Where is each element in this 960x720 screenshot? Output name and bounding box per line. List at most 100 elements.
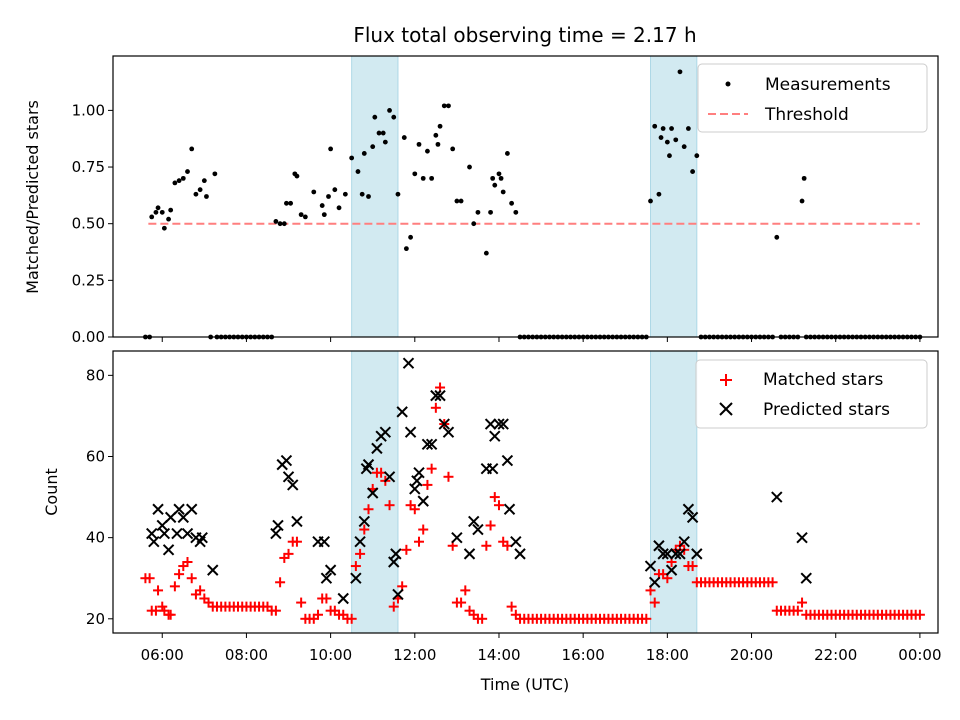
matched-star-point xyxy=(797,597,808,608)
x-tick-label: 16:00 xyxy=(562,646,605,664)
legend-matched-label: Matched stars xyxy=(763,370,883,390)
x-tick-label: 20:00 xyxy=(730,646,773,664)
matched-star-point xyxy=(430,402,441,413)
measurement-point xyxy=(509,200,515,206)
predicted-star-point xyxy=(497,418,509,430)
legend-measurements-label: Measurements xyxy=(765,75,891,95)
matched-star-point xyxy=(914,609,925,620)
measurement-point xyxy=(801,175,807,181)
top-panel-x-ticks xyxy=(161,337,921,342)
matched-star-point xyxy=(460,585,471,596)
matched-star-point xyxy=(346,613,357,624)
matched-star-point xyxy=(641,613,652,624)
measurement-point xyxy=(326,194,331,199)
predicted-star-point xyxy=(442,426,455,438)
predicted-star-point xyxy=(181,527,194,540)
predicted-star-point xyxy=(171,527,183,540)
matched-star-point xyxy=(350,561,361,572)
measurement-point xyxy=(155,205,161,211)
measurement-point xyxy=(321,212,327,218)
x-tick-label: 12:00 xyxy=(393,646,436,664)
measurement-point xyxy=(454,198,460,204)
predicted-star-point xyxy=(392,588,404,601)
matched-star-point xyxy=(388,601,399,612)
bottom-y-tick-label: 20 xyxy=(86,610,105,628)
predicted-star-point xyxy=(207,564,219,576)
predicted-star-point xyxy=(489,430,501,442)
bottom-y-tick-label: 60 xyxy=(86,447,105,465)
predicted-star-point xyxy=(472,523,484,536)
measurement-point xyxy=(288,200,294,206)
legend-predicted-marker xyxy=(719,402,733,416)
top-panel-y-ticks: 0.00 0.25 0.50 0.75 1.00 xyxy=(72,101,113,346)
predicted-star-point xyxy=(463,548,476,560)
predicted-star-point xyxy=(291,515,303,528)
predicted-star-point xyxy=(691,548,703,560)
measurement-point xyxy=(467,164,472,170)
predicted-star-point xyxy=(152,503,164,515)
top-y-tick-label: 0.00 xyxy=(72,328,105,346)
measurement-point xyxy=(197,187,203,193)
predicted-stars-points xyxy=(146,357,812,605)
bottom-y-tick-label: 40 xyxy=(86,529,105,547)
predicted-star-point xyxy=(162,544,175,556)
predicted-star-point xyxy=(354,535,366,548)
measurement-point xyxy=(664,139,670,145)
matched-star-point xyxy=(169,581,180,592)
predicted-star-point xyxy=(468,515,480,528)
measurement-point xyxy=(498,175,504,181)
measurement-point xyxy=(332,187,338,193)
predicted-star-point xyxy=(362,458,375,471)
top-legend: Measurements Threshold xyxy=(697,63,928,133)
predicted-star-point xyxy=(350,572,362,584)
measurement-point xyxy=(658,135,664,140)
matched-star-point xyxy=(426,463,437,474)
predicted-star-point xyxy=(318,535,331,548)
predicted-star-point xyxy=(287,479,299,491)
matched-star-point xyxy=(174,569,185,580)
top-y-tick-label: 0.50 xyxy=(72,215,105,233)
measurement-point xyxy=(446,103,451,109)
predicted-star-point xyxy=(383,471,396,483)
measurement-point xyxy=(471,221,477,227)
predicted-star-point xyxy=(670,548,682,560)
measurement-point xyxy=(366,194,371,199)
x-tick-label: 10:00 xyxy=(309,646,352,664)
measurement-point xyxy=(273,219,279,224)
measurement-point xyxy=(395,191,401,197)
predicted-star-point xyxy=(503,503,516,515)
predicted-star-point xyxy=(796,531,808,544)
matched-star-point xyxy=(456,597,467,608)
matched-star-point xyxy=(270,605,281,616)
measurement-point xyxy=(425,148,430,154)
matched-star-point xyxy=(283,548,294,559)
measurement-point xyxy=(201,178,207,184)
measurement-point xyxy=(311,189,317,195)
predicted-star-point xyxy=(173,503,185,515)
bottom-panel: 20 40 60 80 06:00 08:00 10:00 12:00 14:00 16:00 1… xyxy=(42,350,942,694)
measurement-point xyxy=(669,126,674,131)
measurement-point xyxy=(298,212,304,218)
measurement-point xyxy=(496,171,502,177)
predicted-star-point xyxy=(409,483,421,495)
measurement-point xyxy=(159,209,165,215)
measurement-point xyxy=(387,107,392,113)
measurement-point xyxy=(361,151,367,156)
predicted-star-point xyxy=(510,535,522,548)
measurement-point xyxy=(193,191,199,197)
matched-star-point xyxy=(296,597,307,608)
predicted-star-point xyxy=(280,454,293,467)
measurement-point xyxy=(284,200,289,206)
predicted-star-point xyxy=(501,454,514,467)
matched-star-point xyxy=(291,536,302,547)
x-tick-label: 00:00 xyxy=(898,646,941,664)
measurement-point xyxy=(401,135,407,140)
matched-star-point xyxy=(355,548,366,559)
matched-star-point xyxy=(312,609,323,620)
matched-star-point xyxy=(150,605,161,616)
measurement-point xyxy=(690,169,696,174)
measurement-point xyxy=(799,198,805,204)
matched-star-point xyxy=(363,504,374,515)
predicted-star-point xyxy=(146,527,158,540)
